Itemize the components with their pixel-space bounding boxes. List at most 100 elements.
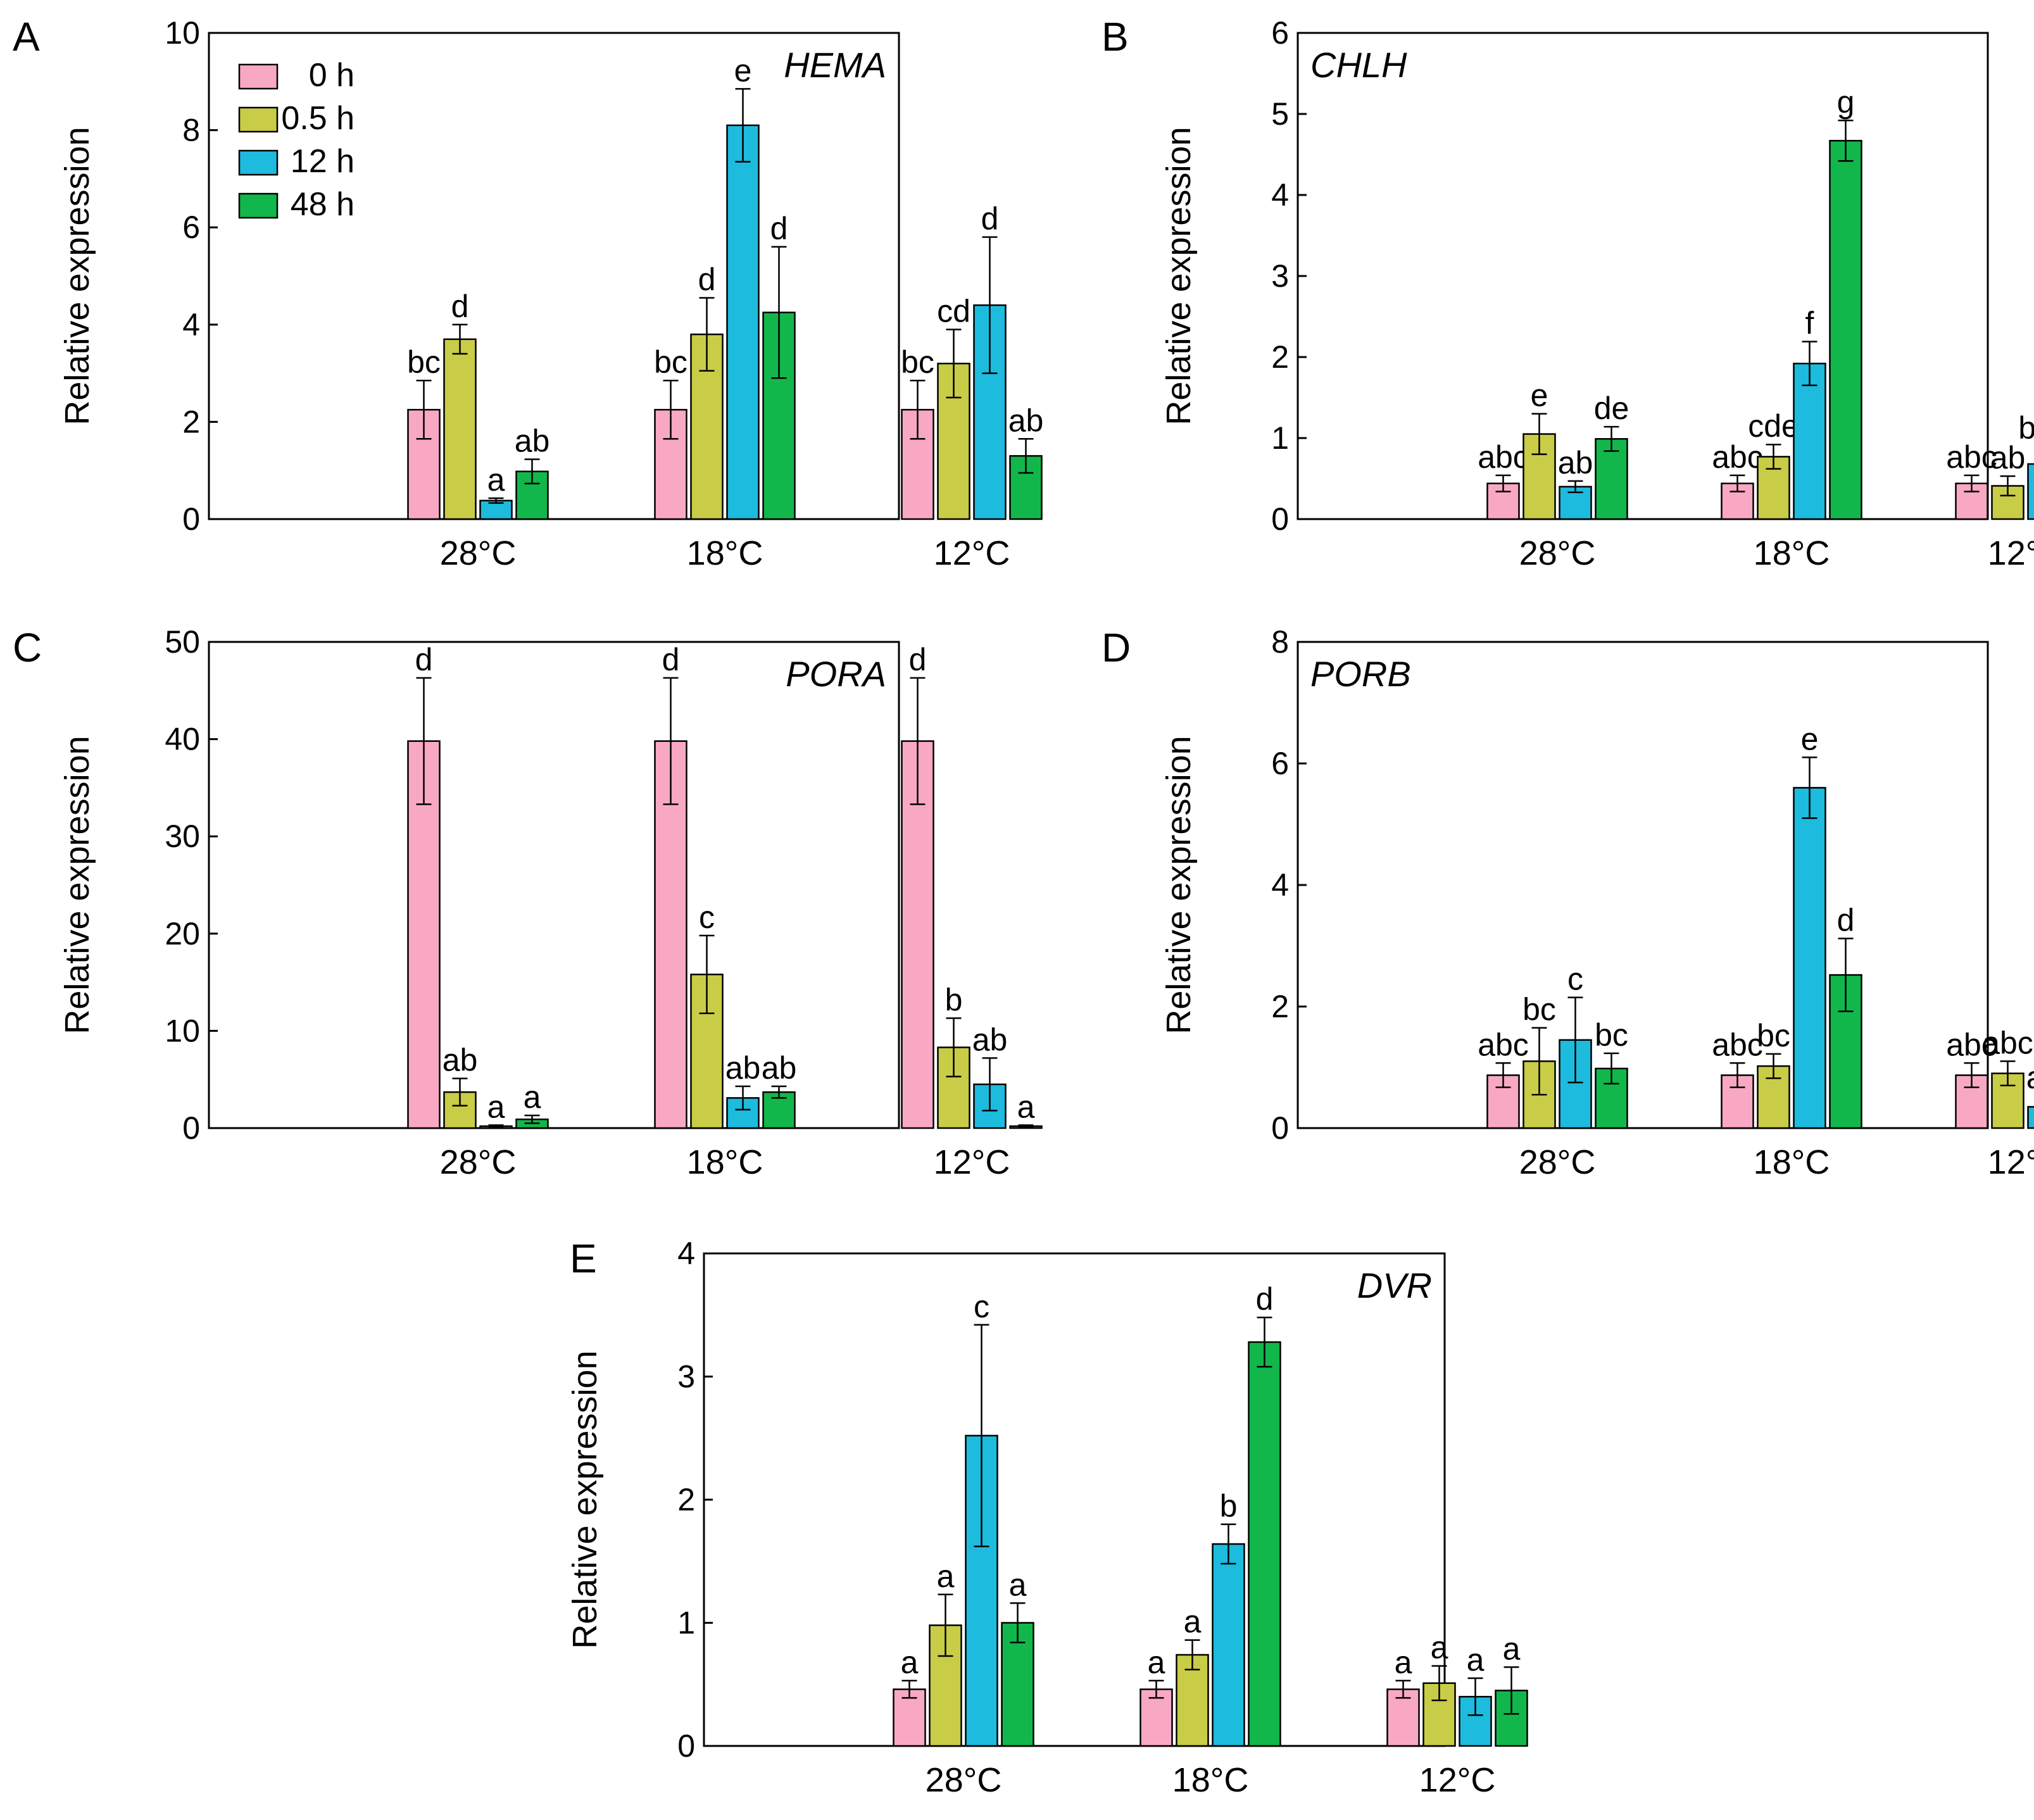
x-category-label-A: 28°C: [440, 534, 517, 572]
significance-letter-D: bc: [1595, 1017, 1628, 1053]
significance-letter-C: ab: [972, 1022, 1008, 1057]
y-tick-label-B: 5: [1271, 96, 1289, 132]
y-tick-label-A: 2: [182, 404, 200, 439]
significance-letter-E: b: [1220, 1488, 1238, 1524]
bar-A-48h-0: [515, 470, 549, 520]
bar-E-12h-1: [1212, 1543, 1245, 1747]
significance-letter-B: de: [1594, 391, 1629, 426]
x-category-label-C: 28°C: [440, 1143, 517, 1181]
bar-B-0.5h-1: [1757, 456, 1790, 520]
y-tick-label-B: 4: [1271, 177, 1289, 213]
y-tick-label-B: 0: [1271, 501, 1289, 537]
x-category-label-B: 18°C: [1754, 534, 1830, 572]
significance-letter-C: d: [415, 642, 433, 677]
significance-letter-E: a: [901, 1645, 919, 1680]
y-tick-label-A: 0: [182, 501, 200, 537]
significance-letter-C: d: [662, 642, 680, 677]
significance-letter-C: ab: [443, 1043, 478, 1078]
panel-letter-E: E: [570, 1236, 597, 1281]
y-tick-label-E: 4: [677, 1236, 695, 1271]
significance-letter-E: a: [1395, 1645, 1412, 1680]
y-tick-label-D: 0: [1271, 1110, 1289, 1146]
significance-letter-C: d: [909, 642, 927, 677]
significance-letter-E: a: [1184, 1604, 1202, 1640]
significance-letter-A: ab: [515, 424, 550, 459]
significance-letter-E: c: [974, 1289, 989, 1324]
y-tick-label-B: 2: [1271, 339, 1289, 375]
x-category-label-C: 18°C: [687, 1143, 763, 1181]
legend-label: 0.5 h: [281, 100, 355, 137]
significance-letter-E: a: [1503, 1631, 1521, 1667]
bar-D-12h-1: [1793, 787, 1826, 1129]
significance-letter-B: f: [1805, 306, 1814, 341]
significance-letter-B: abc: [1712, 439, 1763, 475]
x-category-label-D: 18°C: [1754, 1143, 1830, 1181]
gene-label-A: HEMA: [784, 45, 886, 85]
y-tick-label-B: 1: [1271, 420, 1289, 456]
significance-letter-A: bc: [654, 344, 687, 380]
significance-letter-C: ab: [762, 1050, 797, 1086]
y-tick-label-D: 6: [1271, 746, 1289, 781]
y-axis-title-B: Relative expression: [1160, 127, 1198, 425]
significance-letter-E: d: [1256, 1281, 1274, 1317]
y-tick-label-D: 2: [1271, 989, 1289, 1024]
bar-E-48h-1: [1248, 1341, 1281, 1747]
significance-letter-B: ab: [1558, 445, 1593, 480]
x-category-label-B: 28°C: [1519, 534, 1596, 572]
significance-letter-C: c: [699, 900, 715, 935]
y-axis-title-A: Relative expression: [58, 127, 96, 425]
panel-letter-B: B: [1102, 14, 1129, 60]
y-tick-label-C: 30: [165, 819, 200, 854]
significance-letter-A: d: [698, 262, 716, 298]
y-tick-label-D: 4: [1271, 867, 1289, 903]
significance-letter-B: ab: [1990, 440, 2026, 475]
significance-letter-E: a: [1467, 1642, 1485, 1678]
significance-letter-D: e: [1801, 721, 1819, 756]
significance-letter-A: d: [770, 211, 788, 246]
significance-letter-A: a: [487, 462, 505, 498]
x-category-label-E: 18°C: [1172, 1761, 1249, 1799]
significance-letter-A: d: [451, 289, 469, 324]
plot-frame-A: [208, 32, 900, 520]
gene-label-E: DVR: [1357, 1265, 1432, 1305]
y-tick-label-C: 10: [165, 1013, 200, 1048]
y-tick-label-B: 3: [1271, 258, 1289, 294]
x-category-label-A: 18°C: [687, 534, 763, 572]
significance-letter-A: bc: [407, 344, 441, 380]
y-tick-label-D: 8: [1271, 624, 1289, 660]
y-axis-title-D: Relative expression: [1160, 736, 1198, 1034]
x-category-label-D: 28°C: [1519, 1143, 1596, 1181]
significance-letter-D: bc: [1522, 992, 1556, 1027]
y-tick-label-C: 20: [165, 916, 200, 951]
y-tick-label-A: 10: [165, 15, 200, 51]
significance-letter-B: abc: [1946, 439, 1997, 475]
y-tick-label-A: 6: [182, 210, 200, 245]
legend-swatch: [238, 63, 279, 90]
bar-A-0.5h-0: [443, 338, 477, 520]
significance-letter-D: d: [1837, 902, 1855, 938]
y-tick-label-C: 50: [165, 624, 200, 660]
significance-letter-A: d: [981, 201, 999, 237]
legend-swatch: [238, 149, 279, 176]
panel-letter-D: D: [1102, 625, 1131, 670]
significance-letter-C: b: [945, 982, 963, 1017]
legend-swatch: [238, 106, 279, 133]
significance-letter-B: abc: [1478, 439, 1529, 475]
significance-letter-D: c: [1567, 962, 1583, 997]
legend-label: 0 h: [309, 57, 355, 94]
gene-label-D: PORB: [1310, 654, 1411, 694]
significance-letter-C: a: [487, 1089, 505, 1124]
y-tick-label-E: 0: [677, 1728, 695, 1764]
gene-label-C: PORA: [786, 654, 886, 694]
significance-letter-E: a: [937, 1559, 955, 1594]
y-axis-title-E: Relative expression: [566, 1350, 604, 1648]
y-tick-label-E: 2: [677, 1482, 695, 1517]
significance-letter-C: a: [524, 1079, 541, 1115]
plot-frame-D: [1296, 641, 1989, 1129]
bar-B-48h-0: [1595, 438, 1628, 520]
x-category-label-C: 12°C: [934, 1143, 1010, 1181]
significance-letter-D: abc: [1946, 1027, 1997, 1062]
significance-letter-B: g: [1837, 84, 1855, 120]
legend-label: 12 h: [291, 143, 355, 180]
y-axis-title-C: Relative expression: [58, 736, 96, 1034]
